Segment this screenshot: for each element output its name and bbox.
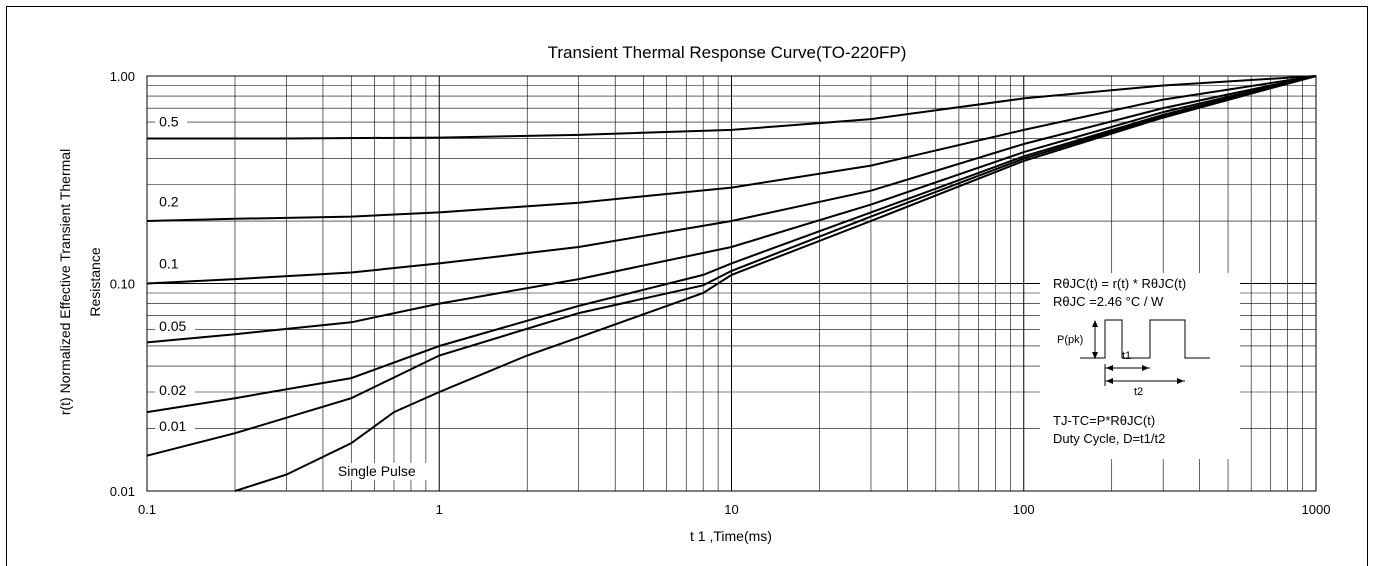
series-line [146, 75, 1317, 222]
series-label: Single Pulse [338, 463, 416, 479]
series-0-05: 0.05 [146, 75, 1317, 344]
series-0-02: 0.02 [146, 75, 1317, 414]
series-label-bg [155, 417, 196, 435]
series-label: 0.2 [159, 194, 179, 210]
series-label-bg [155, 113, 188, 131]
chart-title: Transient Thermal Response Curve(TO-220F… [548, 43, 907, 62]
series-label-bg [155, 255, 188, 273]
formula-rthjc-value: RθJC =2.46 °C / W [1053, 294, 1164, 309]
tick-labels: 0.1 1 10 100 1000 0.01 0.10 1.00 [110, 69, 1331, 517]
formula-duty-cycle: Duty Cycle, D=t1/t2 [1053, 431, 1165, 446]
series-label-bg [155, 382, 196, 400]
series-0-1: 0.1 [146, 75, 1317, 285]
figure-frame [6, 6, 1368, 566]
series-0-2: 0.2 [146, 75, 1317, 222]
series-label: 0.1 [159, 256, 179, 272]
annotation-box: RθJC(t) = r(t) * RθJC(t) RθJC =2.46 °C /… [1040, 273, 1240, 459]
x-tick-label: 0.1 [138, 502, 156, 517]
series-line [147, 75, 1317, 140]
x-tick-label: 100 [1013, 502, 1035, 517]
series-line [146, 75, 1317, 457]
formula-rthjc-t: RθJC(t) = r(t) * RθJC(t) [1053, 276, 1186, 291]
y-tick-label: 0.10 [110, 277, 135, 292]
series-label-bg [155, 318, 196, 336]
series-label-bg [333, 463, 438, 481]
series-0-01: 0.01 [146, 75, 1317, 457]
series-label: 0.05 [159, 318, 186, 334]
series-line [146, 75, 1317, 285]
series-single-pulse: Single Pulse [234, 75, 1317, 492]
series-label: 0.02 [159, 382, 186, 398]
series-label: 0.01 [159, 418, 186, 434]
series-line [146, 75, 1317, 344]
x-tick-label: 10 [724, 502, 738, 517]
series-line [234, 75, 1317, 492]
t2-label: t2 [1134, 386, 1143, 398]
x-tick-label: 1 [436, 502, 443, 517]
formula-tj-tc: TJ-TC=P*RθJC(t) [1053, 413, 1155, 428]
x-tick-label: 1000 [1302, 502, 1331, 517]
ppk-label: P(pk) [1057, 334, 1083, 346]
series-line [146, 75, 1317, 414]
series-group: 0.5 0.2 0.1 0.05 0.02 0.01 Single Pulse [146, 75, 1317, 492]
pulse-waveform-diagram [1080, 319, 1210, 386]
y-axis-label-line1: r(t) Normalized Effective Transient Ther… [57, 149, 73, 415]
t1-label: t1 [1122, 350, 1131, 362]
x-axis-label: t 1 ,Time(ms) [690, 528, 772, 544]
series-label: 0.5 [159, 114, 179, 130]
y-axis-label-line2: Resistance [87, 247, 103, 316]
series-0-5: 0.5 [147, 75, 1317, 140]
series-label-bg [155, 193, 188, 211]
y-tick-label: 1.00 [110, 69, 135, 84]
y-tick-label: 0.01 [110, 484, 135, 499]
